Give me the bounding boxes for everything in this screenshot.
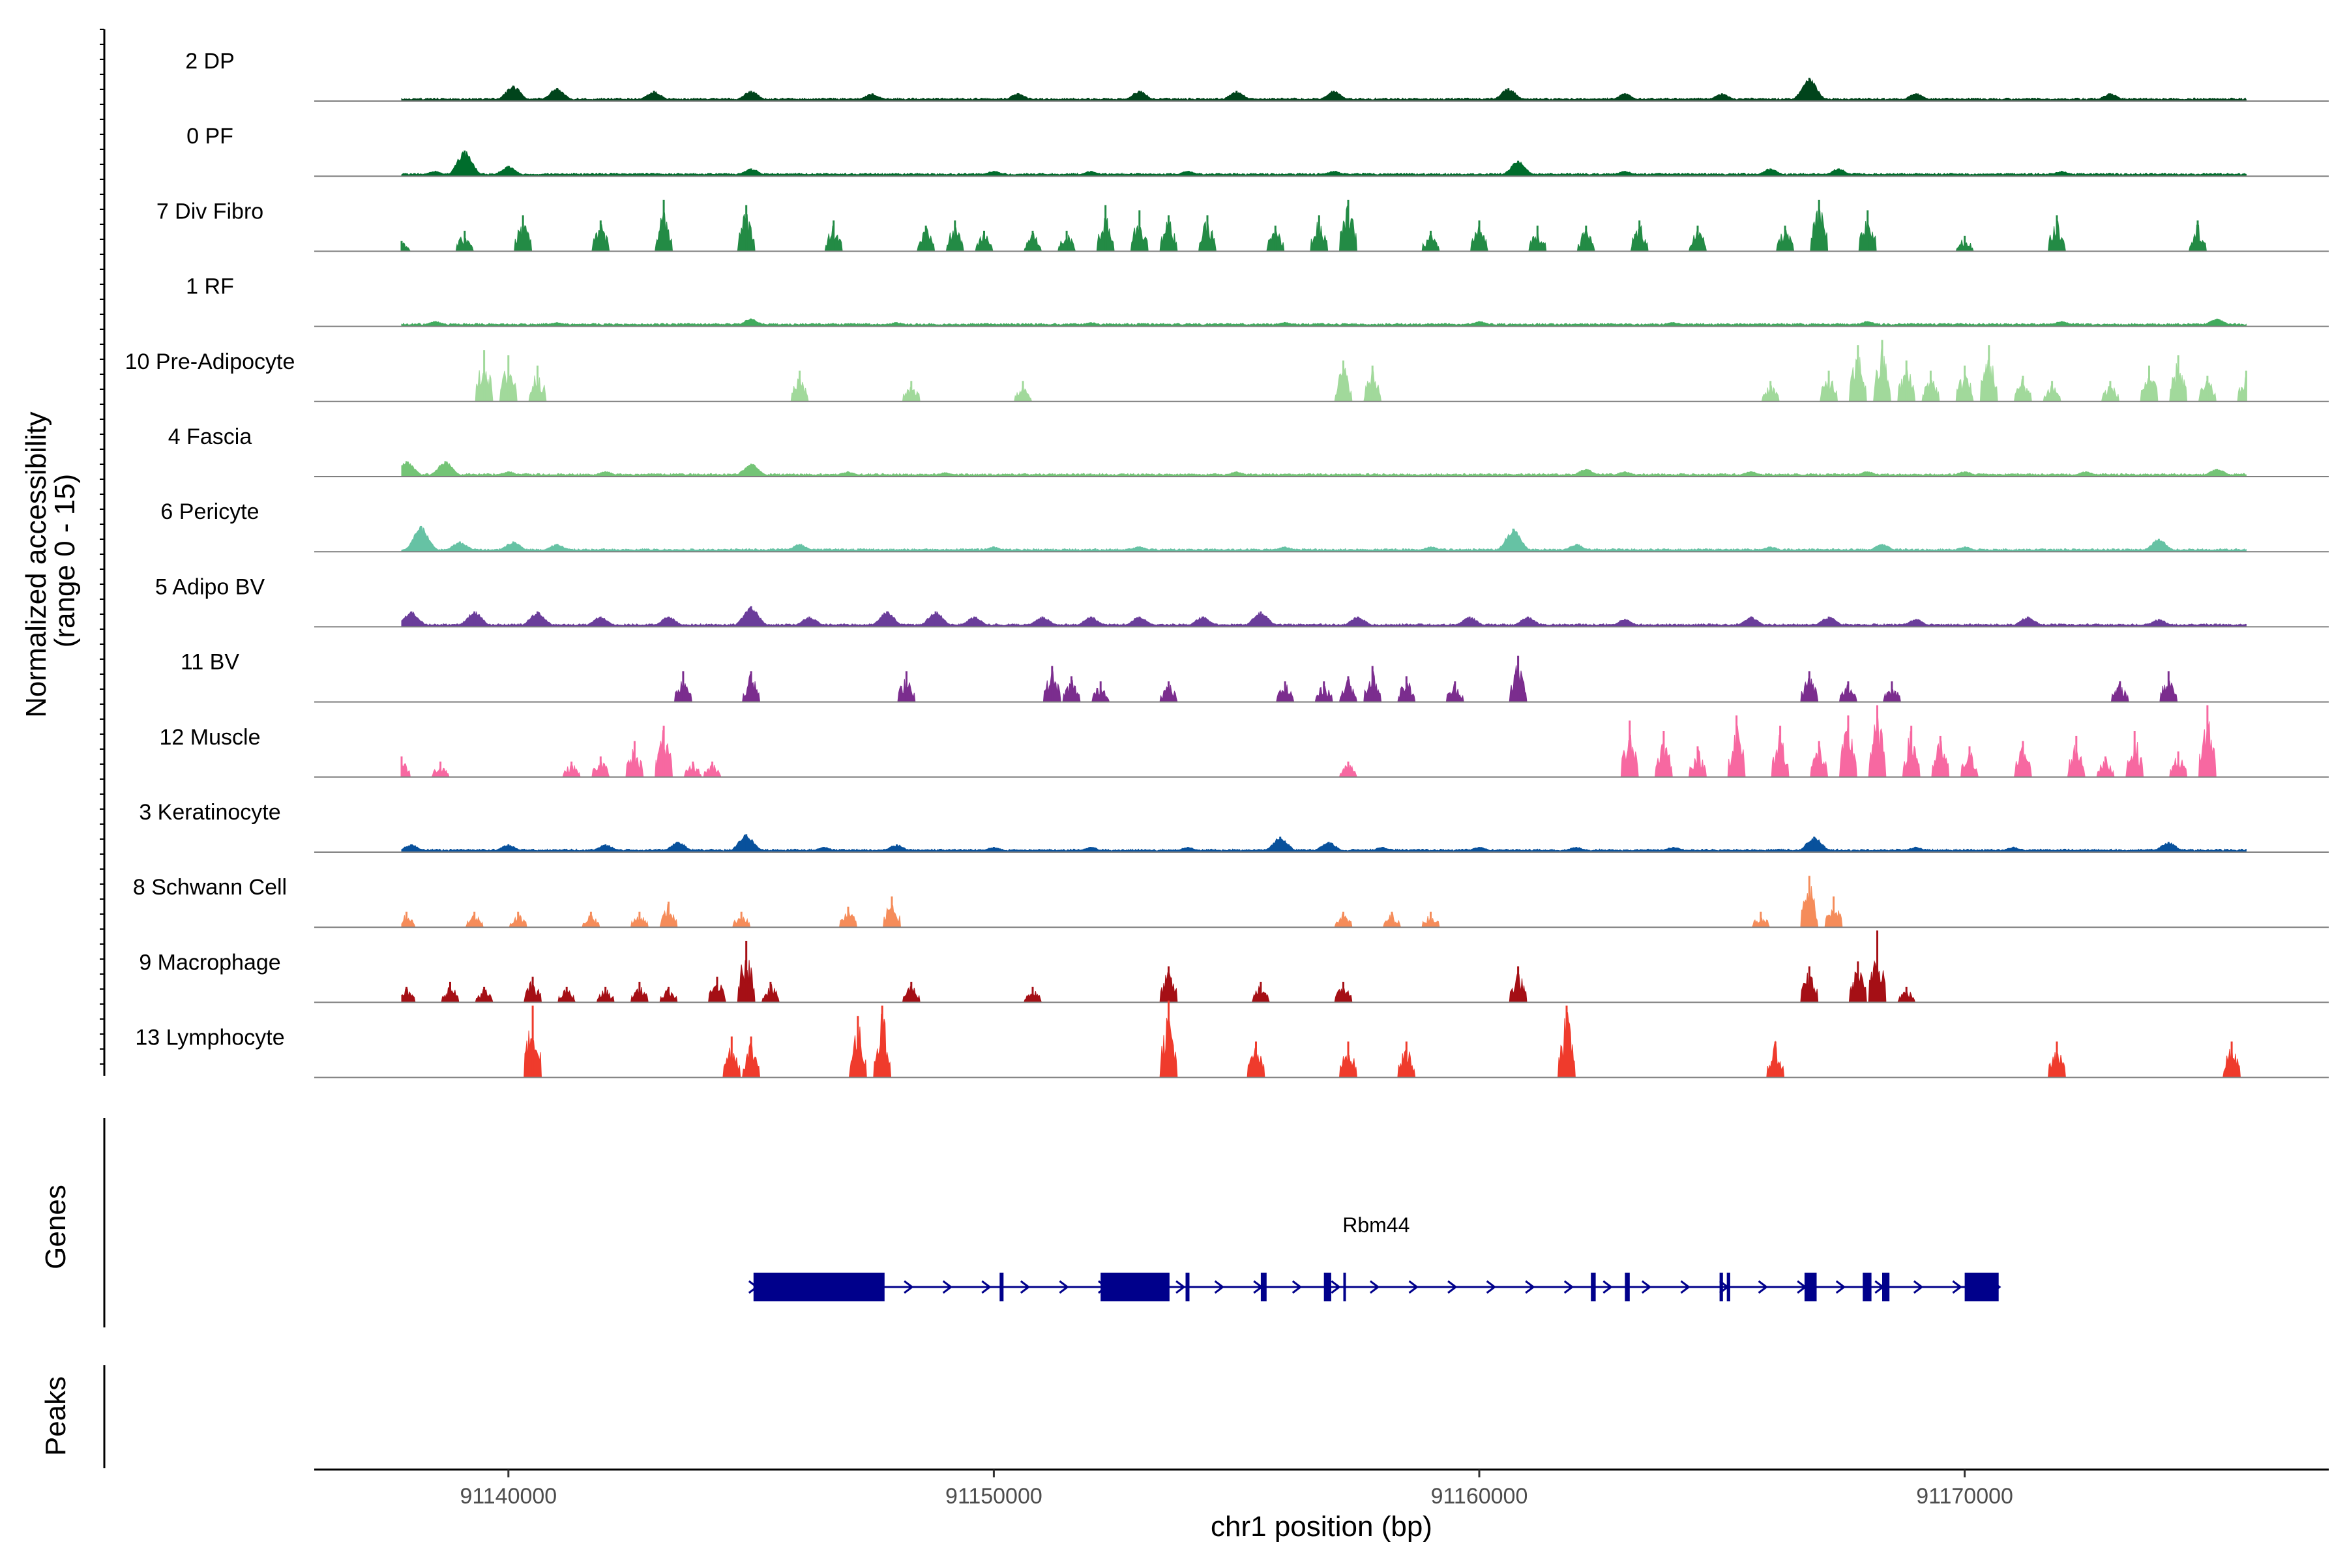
coverage-area [401,205,2247,252]
gene-exon [1100,1273,1170,1301]
gene-exon [1591,1273,1596,1301]
accessibility-tracks: 2 DP 0 PF 7 Div Fibro 1 RF 10 Pre-Adipocyte 4… [100,29,2329,1078]
strand-arrow [1214,1280,1225,1294]
coverage-area [401,834,2247,853]
track-14: 13 Lymphocyte [135,1000,2329,1078]
strand-arrow [1370,1280,1380,1294]
peaks-label: Peaks [40,1376,72,1456]
track-label: 3 Keratinocyte [139,800,280,825]
track-3: 7 Div Fibro [156,199,2329,252]
track-label: 10 Pre-Adipocyte [125,349,295,374]
x-tick-label: 91160000 [1431,1484,1528,1509]
coverage-area [401,886,2247,928]
track-5: 10 Pre-Adipocyte [125,340,2329,402]
track-9: 11 BV [181,650,2329,703]
gene-exon [753,1273,885,1301]
track-12: 8 Schwann Cell [133,875,2329,928]
strand-arrow [1913,1280,1924,1294]
x-axis-title: chr1 position (bp) [1211,1511,1432,1543]
gene-name: Rbm44 [1342,1213,1410,1237]
track-label: 11 BV [181,650,239,675]
track-8: 5 Adipo BV [155,574,2329,628]
gene-exon [1804,1273,1817,1301]
x-tick-label: 91140000 [460,1484,557,1509]
coverage-area [401,78,2247,102]
genes-label: Genes [40,1185,72,1269]
track-13: 9 Macrophage [139,930,2329,1003]
gene-exon [1964,1273,1999,1301]
track-4: 1 RF [186,274,2329,327]
x-tick-label: 91150000 [945,1484,1042,1509]
coverage-area [401,151,2247,177]
coverage-area [401,606,2247,627]
strand-arrow [1641,1280,1652,1294]
strand-arrow [942,1280,953,1294]
track-label: 12 Muscle [160,725,261,750]
gene-exon [1726,1273,1730,1301]
track-label: 4 Fascia [168,424,252,449]
track-2: 0 PF [186,124,2329,177]
coverage-area [401,318,2247,327]
strand-arrow [1563,1280,1574,1294]
strand-arrow [1680,1280,1690,1294]
strand-arrow [981,1280,992,1294]
gene-exon [1719,1273,1723,1301]
strand-arrow [1835,1280,1846,1294]
coverage-area [401,526,2247,552]
strand-arrow [1602,1280,1613,1294]
gene-exon [1323,1273,1331,1301]
strand-arrow [1408,1280,1419,1294]
track-label: 8 Schwann Cell [133,875,287,900]
strand-arrow [904,1280,914,1294]
gene-exon [1343,1273,1346,1301]
strand-arrow [1952,1280,1962,1294]
track-label: 2 DP [185,49,235,74]
track-label: 1 RF [186,274,234,299]
y-axis-title: Normalized accessibility (range 0 - 15) [20,404,81,718]
x-tick-label: 91170000 [1916,1484,2013,1509]
strand-arrow [1020,1280,1031,1294]
gene-track: Rbm44 [748,1213,2001,1301]
gene-exon [1260,1273,1267,1301]
gene-exon [1185,1273,1190,1301]
track-label: 13 Lymphocyte [135,1026,284,1050]
track-1: 2 DP [185,49,2329,102]
x-axis-ticks: 91140000 91150000 91160000 91170000 [460,1470,2013,1509]
strand-arrow [1758,1280,1769,1294]
strand-arrow [1059,1280,1069,1294]
strand-arrow [1447,1280,1458,1294]
coverage-area [402,1012,2247,1078]
strand-arrow [1525,1280,1535,1294]
coverage-area [402,341,2247,402]
gene-exon [1625,1273,1630,1301]
strand-arrow [1175,1280,1186,1294]
strand-arrow [1331,1280,1341,1294]
track-label: 6 Pericyte [160,499,259,524]
y-axis-title-line2: (range 0 - 15) [49,474,81,648]
y-axis-title-line1: Normalized accessibility [20,411,52,717]
coverage-area [401,955,2247,1003]
gene-exon [999,1273,1004,1301]
track-label: 5 Adipo BV [155,574,265,599]
track-label: 7 Div Fibro [156,199,263,224]
gene-exon [1882,1273,1890,1301]
track-label: 0 PF [186,124,233,149]
gene-exon [1863,1273,1872,1301]
track-6: 4 Fascia [168,424,2329,477]
coverage-area [401,461,2247,477]
strand-arrow [1292,1280,1303,1294]
track-10: 12 Muscle [160,705,2329,778]
track-label: 9 Macrophage [139,950,280,975]
track-11: 3 Keratinocyte [139,800,2329,853]
strand-arrow [1486,1280,1497,1294]
track-7: 6 Pericyte [160,499,2329,553]
